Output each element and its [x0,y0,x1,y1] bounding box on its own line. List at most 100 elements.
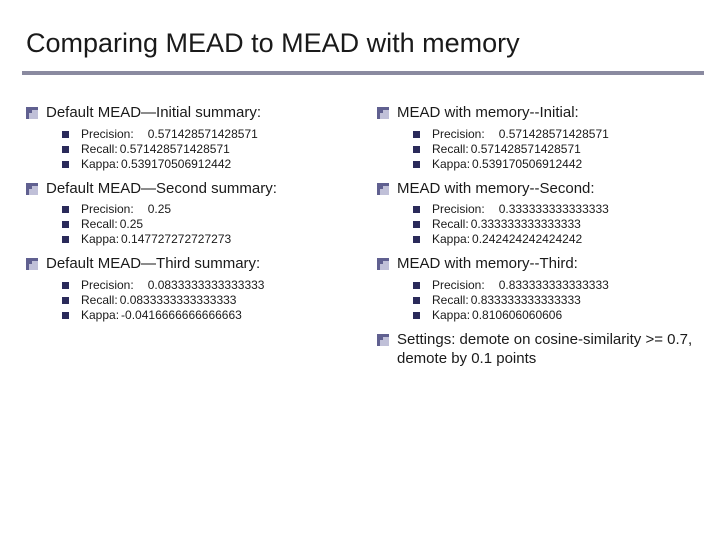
metric-value: 0.0833333333333333 [148,278,265,292]
metric-label: Kappa: [81,308,119,322]
metric-list: Precision:0.833333333333333Recall:0.8333… [413,278,700,322]
metric-bullet-icon [62,146,69,153]
section-heading-text: MEAD with memory--Second: [397,179,595,199]
metric-value: 0.571428571428571 [148,127,258,141]
metric-row: Kappa:-0.0416666666666663 [62,308,349,322]
metric-bullet-icon [62,282,69,289]
metric-value: 0.571428571428571 [471,142,581,156]
metric-bullet-icon [62,297,69,304]
metric-bullet-icon [62,206,69,213]
metric-bullet-icon [413,282,420,289]
metric-value: 0.242424242424242 [472,232,582,246]
metric-row: Recall:0.333333333333333 [413,217,700,231]
metric-row: Precision: 0.0833333333333333 [62,278,349,292]
section-heading-text: Settings: demote on cosine-similarity >=… [397,330,700,369]
metric-value: 0.25 [120,217,143,231]
metric-label: Recall: [81,293,118,307]
metric-row: Kappa:0.539170506912442 [413,157,700,171]
metric-bullet-icon [413,131,420,138]
section-bullet-icon [377,107,389,119]
metric-value: 0.571428571428571 [499,127,609,141]
metric-row: Kappa:0.147727272727273 [62,232,349,246]
metric-value: -0.0416666666666663 [121,308,242,322]
section-heading-text: Default MEAD—Second summary: [46,179,277,199]
section-heading: Default MEAD—Initial summary: [26,103,349,123]
metric-label: Precision: [432,278,485,292]
metric-bullet-icon [62,161,69,168]
section-bullet-icon [26,107,38,119]
metric-label: Recall: [81,217,118,231]
metric-bullet-icon [62,312,69,319]
metric-bullet-icon [413,297,420,304]
section-heading-text: MEAD with memory--Initial: [397,103,579,123]
metric-row: Precision: 0.333333333333333 [413,202,700,216]
metric-row: Precision: 0.25 [62,202,349,216]
metric-row: Kappa:0.242424242424242 [413,232,700,246]
metric-label: Kappa: [81,157,119,171]
slide-title: Comparing MEAD to MEAD with memory [26,28,700,59]
metric-label: Recall: [432,142,469,156]
metric-value: 0.0833333333333333 [120,293,237,307]
metric-list: Precision: 0.571428571428571Recall:0.5714… [62,127,349,171]
metric-row: Recall:0.25 [62,217,349,231]
metric-row: Precision: 0.571428571428571 [413,127,700,141]
metric-row: Precision: 0.833333333333333 [413,278,700,292]
metric-list: Precision:0.0833333333333333Recall:0.083… [62,278,349,322]
metric-value: 0.539170506912442 [472,157,582,171]
metric-bullet-icon [413,221,420,228]
metric-value: 0.539170506912442 [121,157,231,171]
section-heading: MEAD with memory--Initial: [377,103,700,123]
slide: Comparing MEAD to MEAD with memory Defau… [0,0,720,540]
metric-label: Recall: [81,142,118,156]
section-heading-text: Default MEAD—Third summary: [46,254,260,274]
metric-label: Kappa: [432,232,470,246]
section-heading: MEAD with memory--Third: [377,254,700,274]
metric-value: 0.833333333333333 [471,293,581,307]
metric-list: Precision:0.333333333333333Recall:0.3333… [413,202,700,246]
metric-label: Precision: [81,127,134,141]
metric-bullet-icon [413,206,420,213]
metric-label: Kappa: [432,308,470,322]
metric-row: Recall:0.571428571428571 [62,142,349,156]
metric-row: Kappa:0.539170506912442 [62,157,349,171]
metric-label: Kappa: [432,157,470,171]
metric-label: Precision: [432,127,485,141]
metric-value: 0.333333333333333 [471,217,581,231]
section-heading: Default MEAD—Second summary: [26,179,349,199]
metric-bullet-icon [62,131,69,138]
metric-row: Recall:0.571428571428571 [413,142,700,156]
section-heading: Settings: demote on cosine-similarity >=… [377,330,700,369]
metric-value: 0.25 [148,202,171,216]
right-column: MEAD with memory--Initial:Precision:0.57… [377,101,700,373]
metric-row: Kappa:0.810606060606 [413,308,700,322]
left-column: Default MEAD—Initial summary:Precision:0… [26,101,349,373]
metric-bullet-icon [413,236,420,243]
metric-label: Recall: [432,217,469,231]
section-bullet-icon [26,183,38,195]
metric-bullet-icon [62,221,69,228]
section-heading: MEAD with memory--Second: [377,179,700,199]
section-bullet-icon [26,258,38,270]
metric-label: Precision: [432,202,485,216]
metric-row: Recall:0.0833333333333333 [62,293,349,307]
metric-label: Precision: [81,202,134,216]
metric-label: Kappa: [81,232,119,246]
metric-label: Precision: [81,278,134,292]
section-bullet-icon [377,258,389,270]
metric-row: Precision: 0.571428571428571 [62,127,349,141]
section-heading: Default MEAD—Third summary: [26,254,349,274]
metric-list: Precision:0.571428571428571Recall:0.5714… [413,127,700,171]
section-heading-text: MEAD with memory--Third: [397,254,578,274]
metric-bullet-icon [62,236,69,243]
content-columns: Default MEAD—Initial summary:Precision:0… [26,101,700,373]
metric-value: 0.333333333333333 [499,202,609,216]
metric-bullet-icon [413,146,420,153]
metric-label: Recall: [432,293,469,307]
metric-bullet-icon [413,312,420,319]
metric-bullet-icon [413,161,420,168]
metric-list: Precision:0.25Recall:0.25Kappa:0.1477272… [62,202,349,246]
metric-value: 0.810606060606 [472,308,562,322]
metric-value: 0.833333333333333 [499,278,609,292]
metric-row: Recall:0.833333333333333 [413,293,700,307]
section-heading-text: Default MEAD—Initial summary: [46,103,261,123]
